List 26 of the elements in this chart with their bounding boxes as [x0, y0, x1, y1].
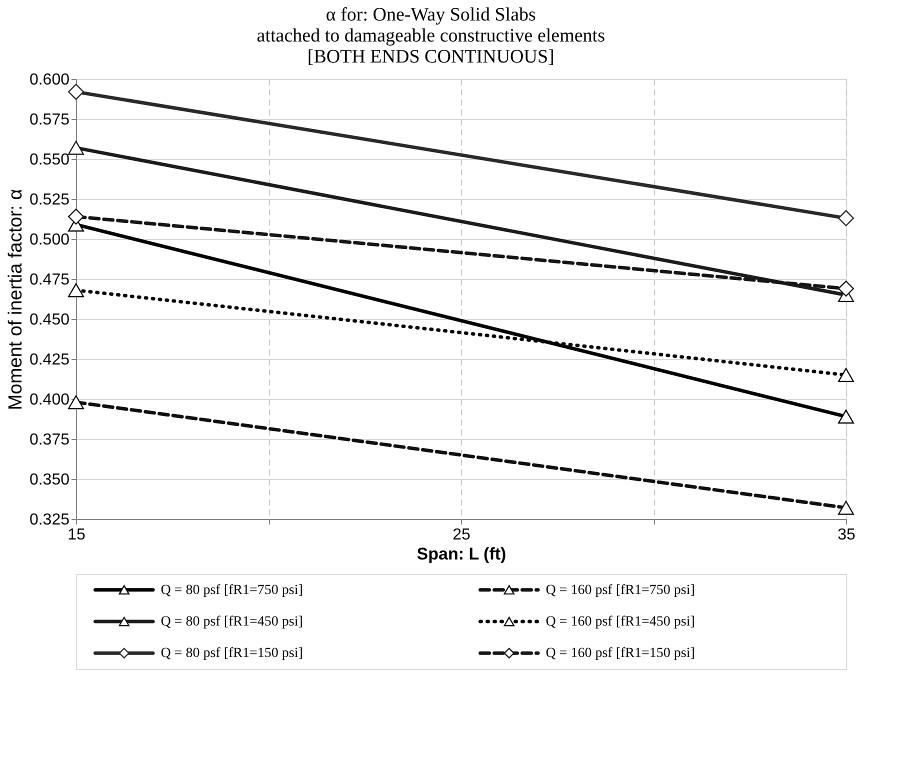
legend-label: Q = 160 psf [fR1=450 psi] — [546, 614, 695, 630]
y-tick-label: 0.450 — [29, 312, 70, 328]
y-tick-label: 0.500 — [29, 232, 70, 248]
y-tick-label: 0.375 — [29, 432, 70, 448]
y-tick-label: 0.600 — [29, 72, 70, 88]
x-axis-title: Span: L (ft) — [416, 544, 506, 564]
legend-label: Q = 80 psf [fR1=750 psi] — [160, 582, 303, 598]
chart-title: α for: One-Way Solid Slabs attached to damageable constructive elements [BOTH ENDS CONTINUOUS] — [256, 4, 605, 68]
legend-label: Q = 80 psf [fR1=150 psi] — [160, 646, 303, 662]
x-tick-label: 35 — [838, 526, 856, 544]
y-tick-label: 0.400 — [29, 392, 70, 408]
x-tick-label: 15 — [68, 526, 86, 544]
y-tick-label: 0.325 — [29, 512, 70, 528]
y-axis-title: Moment of inertia factor: α — [5, 188, 26, 410]
y-tick-label: 0.425 — [29, 352, 70, 368]
point — [838, 210, 854, 226]
x-tick-label: 25 — [452, 526, 470, 544]
legend-label: Q = 80 psf [fR1=450 psi] — [160, 614, 303, 630]
y-tick-label: 0.475 — [29, 272, 70, 288]
legend-label: Q = 160 psf [fR1=750 psi] — [546, 582, 695, 598]
y-tick-label: 0.350 — [29, 472, 70, 488]
point — [68, 84, 84, 100]
y-tick-label: 0.575 — [29, 112, 70, 128]
y-tick-label: 0.550 — [29, 152, 70, 168]
legend-label: Q = 160 psf [fR1=150 psi] — [546, 646, 695, 662]
y-tick-label: 0.525 — [29, 192, 70, 208]
